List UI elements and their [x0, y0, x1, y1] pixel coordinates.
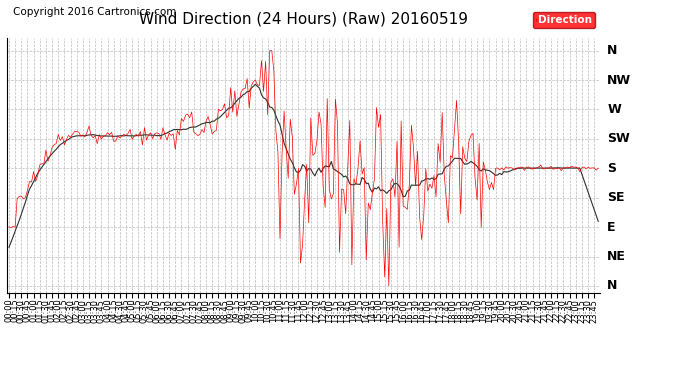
Text: N: N — [607, 279, 618, 292]
Text: Wind Direction (24 Hours) (Raw) 20160519: Wind Direction (24 Hours) (Raw) 20160519 — [139, 11, 468, 26]
Text: N: N — [607, 44, 618, 57]
Legend: Direction: Direction — [533, 12, 595, 28]
Text: SE: SE — [607, 191, 624, 204]
Text: SW: SW — [607, 132, 630, 146]
Text: W: W — [607, 103, 621, 116]
Text: NE: NE — [607, 250, 626, 263]
Text: E: E — [607, 220, 615, 234]
Text: S: S — [607, 162, 616, 175]
Text: NW: NW — [607, 74, 631, 87]
Text: Copyright 2016 Cartronics.com: Copyright 2016 Cartronics.com — [13, 7, 176, 17]
